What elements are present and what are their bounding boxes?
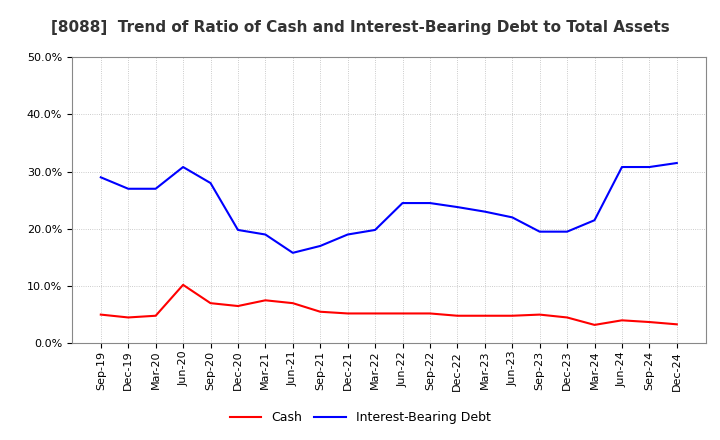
Interest-Bearing Debt [233, 227, 242, 233]
Interest-Bearing Debt [206, 180, 215, 186]
Interest-Bearing Debt [618, 165, 626, 170]
Cash [480, 313, 489, 319]
Interest-Bearing Debt [398, 201, 407, 206]
Cash [590, 322, 599, 327]
Cash [316, 309, 325, 314]
Line: Cash: Cash [101, 285, 677, 325]
Cash [206, 301, 215, 306]
Legend: Cash, Interest-Bearing Debt: Cash, Interest-Bearing Debt [225, 407, 495, 429]
Interest-Bearing Debt [124, 186, 132, 191]
Line: Interest-Bearing Debt: Interest-Bearing Debt [101, 163, 677, 253]
Cash [618, 318, 626, 323]
Interest-Bearing Debt [371, 227, 379, 233]
Cash [453, 313, 462, 319]
Interest-Bearing Debt [289, 250, 297, 256]
Cash [563, 315, 572, 320]
Interest-Bearing Debt [151, 186, 160, 191]
Interest-Bearing Debt [508, 215, 516, 220]
Interest-Bearing Debt [179, 165, 187, 170]
Cash [426, 311, 434, 316]
Interest-Bearing Debt [480, 209, 489, 214]
Interest-Bearing Debt [96, 175, 105, 180]
Cash [151, 313, 160, 319]
Cash [343, 311, 352, 316]
Interest-Bearing Debt [261, 232, 270, 237]
Interest-Bearing Debt [563, 229, 572, 234]
Interest-Bearing Debt [590, 217, 599, 223]
Cash [233, 304, 242, 309]
Cash [96, 312, 105, 317]
Interest-Bearing Debt [672, 160, 681, 165]
Cash [289, 301, 297, 306]
Interest-Bearing Debt [645, 165, 654, 170]
Cash [261, 297, 270, 303]
Interest-Bearing Debt [316, 243, 325, 249]
Cash [124, 315, 132, 320]
Interest-Bearing Debt [536, 229, 544, 234]
Interest-Bearing Debt [453, 205, 462, 210]
Text: [8088]  Trend of Ratio of Cash and Interest-Bearing Debt to Total Assets: [8088] Trend of Ratio of Cash and Intere… [50, 20, 670, 35]
Cash [179, 282, 187, 287]
Cash [672, 322, 681, 327]
Cash [398, 311, 407, 316]
Cash [536, 312, 544, 317]
Interest-Bearing Debt [343, 232, 352, 237]
Cash [508, 313, 516, 319]
Interest-Bearing Debt [426, 201, 434, 206]
Cash [371, 311, 379, 316]
Cash [645, 319, 654, 325]
